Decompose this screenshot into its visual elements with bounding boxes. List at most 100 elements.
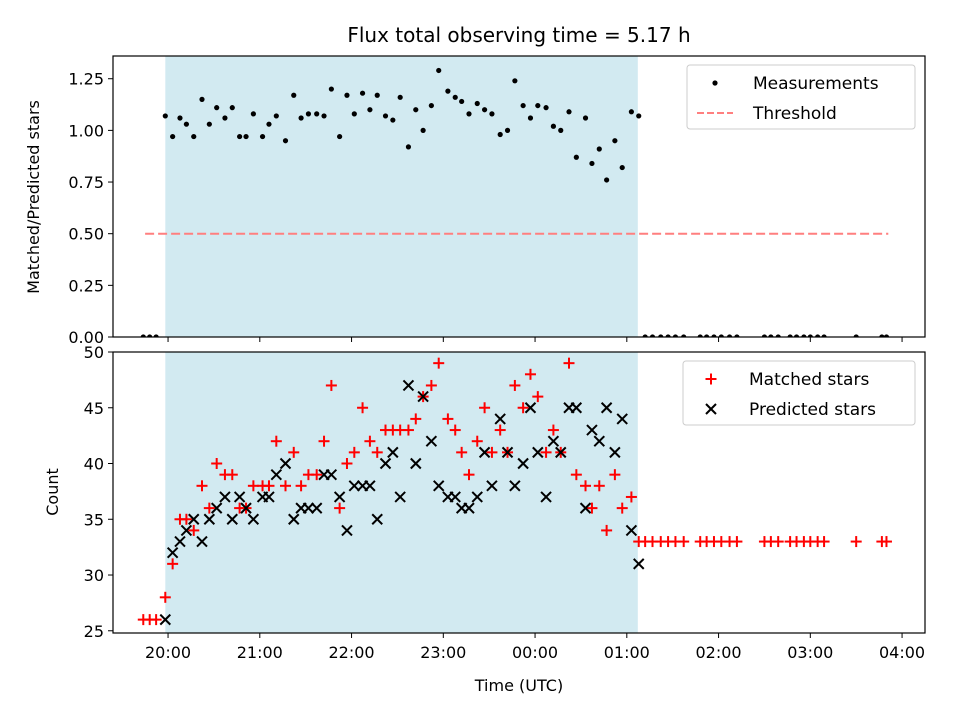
count-matched-point-10: [211, 458, 223, 470]
ratio-measurement-point-26: [337, 133, 343, 140]
ratio-y-tick-label-0: 0.00: [68, 328, 104, 347]
count-predicted-point-56: [586, 424, 598, 436]
ratio-measurement-point-1: [147, 334, 153, 337]
ratio-measurement-point-42: [459, 98, 465, 105]
count-predicted-point-legend: [705, 403, 717, 415]
count-predicted-point-33: [410, 457, 422, 470]
ratio-measurement-point-16: [259, 133, 266, 140]
ratio-measurement-point-34: [397, 94, 403, 100]
count-predicted-point-2: [174, 535, 186, 548]
ratio-observing-window-shade: [165, 56, 638, 337]
ratio-measurement-point-63: [619, 164, 625, 171]
count-matched-point-8: [196, 480, 208, 492]
ratio-measurement-point-62: [612, 138, 618, 144]
count-matched-point-57: [570, 469, 582, 481]
ratio-measurement-point-61: [604, 177, 610, 183]
ratio-measurement-point-78: [761, 334, 768, 337]
ratio-measurement-point-72: [697, 334, 703, 337]
count-predicted-point-0: [159, 613, 172, 626]
ratio-y-tick-label-4: 1.00: [68, 121, 104, 140]
count-predicted-point-52: [555, 446, 567, 459]
count-predicted-point-44: [494, 413, 506, 425]
count-predicted-point-51: [547, 435, 560, 447]
ratio-measurement-point-18: [273, 113, 279, 119]
ratio-measurement-point-85: [815, 334, 821, 337]
count-matched-point-89: [880, 536, 892, 548]
count-x-tick-label-5: 01:00: [604, 643, 650, 662]
count-matched-point-35: [402, 424, 414, 436]
count-matched-point-2: [150, 614, 162, 626]
ratio-y-axis-label: Matched/Predicted stars: [24, 100, 43, 294]
count-predicted-point-16: [279, 457, 292, 470]
count-legend-entry-0: Matched stars: [705, 370, 869, 390]
count-matched-point-9: [203, 502, 215, 514]
ratio-measurement-point-22: [305, 111, 312, 117]
count-matched-point-17: [263, 480, 275, 492]
count-legend: Matched stars Predicted stars: [682, 360, 916, 426]
count-matched-point-71: [678, 536, 690, 548]
count-y-tick-label-1: 30: [84, 566, 104, 585]
count-matched-point-40: [442, 413, 454, 425]
count-matched-point-43: [463, 469, 475, 481]
count-matched-point-19: [279, 480, 291, 492]
ratio-measurement-point-45: [481, 107, 488, 113]
count-matched-point-45: [479, 402, 491, 414]
count-x-tick-label-1: 21:00: [237, 643, 283, 662]
ratio-measurement-point-57: [573, 154, 579, 160]
ratio-measurement-point-40: [445, 88, 451, 94]
count-predicted-point-40: [463, 502, 475, 514]
ratio-measurement-point-29: [359, 90, 366, 96]
ratio-measurement-point-36: [413, 107, 419, 113]
count-matched-point-26: [334, 502, 346, 514]
ratio-measurement-point-50: [520, 102, 526, 109]
count-predicted-point-57: [593, 435, 605, 447]
ratio-measurement-point-33: [390, 117, 396, 123]
ratio-legend-entry-1: Threshold: [697, 104, 837, 124]
count-legend-entry-1: Predicted stars: [705, 400, 876, 420]
count-x-tick-label-4: 00:00: [512, 643, 558, 662]
count-predicted-point-24: [341, 524, 353, 537]
count-predicted-point-31: [394, 491, 406, 503]
ratio-measurement-point-82: [793, 334, 800, 337]
ratio-measurement-point-41: [452, 94, 458, 100]
count-x-tick-label-6: 02:00: [696, 643, 742, 662]
ratio-legend-box: [686, 64, 916, 130]
ratio-measurement-point-67: [649, 334, 656, 337]
ratio-measurement-point-7: [191, 133, 197, 140]
count-matched-point-18: [270, 435, 282, 447]
count-matched-point-46: [486, 446, 498, 458]
count-matched-point-38: [425, 379, 437, 391]
count-matched-point-54: [547, 424, 559, 436]
ratio-measurement-point-46: [489, 111, 495, 117]
count-predicted-point-62: [633, 558, 645, 570]
count-predicted-point-36: [433, 480, 445, 492]
count-predicted-point-61: [625, 524, 638, 537]
ratio-measurement-point-53: [543, 105, 549, 111]
count-legend-label-1: Predicted stars: [749, 400, 876, 420]
count-matched-point-44: [471, 435, 483, 447]
ratio-measurement-point-17: [266, 121, 272, 127]
ratio-measurement-point-28: [351, 111, 357, 117]
ratio-measurement-point-87: [853, 334, 859, 337]
count-matched-point-87: [850, 536, 862, 548]
count-y-tick-label-4: 45: [84, 399, 104, 418]
count-predicted-point-54: [570, 402, 583, 414]
ratio-measurement-point-19: [282, 138, 289, 144]
count-predicted-point-46: [509, 480, 521, 492]
ratio-legend-label-1: Threshold: [752, 104, 837, 124]
ratio-measurement-point-52: [535, 102, 541, 109]
count-predicted-point-20: [310, 502, 323, 514]
count-matched-point-12: [226, 469, 238, 481]
count-x-tick-label-0: 20:00: [145, 643, 191, 662]
count-matched-point-80: [772, 536, 784, 548]
ratio-measurement-point-25: [328, 86, 334, 92]
count-predicted-point-41: [471, 491, 483, 503]
count-predicted-point-27: [364, 480, 376, 492]
count-matched-point-legend: [705, 373, 717, 385]
count-predicted-point-38: [449, 491, 461, 503]
ratio-measurement-point-83: [801, 334, 807, 337]
ratio-measurement-point-84: [807, 334, 813, 337]
ratio-measurement-point-60: [596, 146, 602, 152]
count-predicted-point-11: [240, 502, 252, 514]
